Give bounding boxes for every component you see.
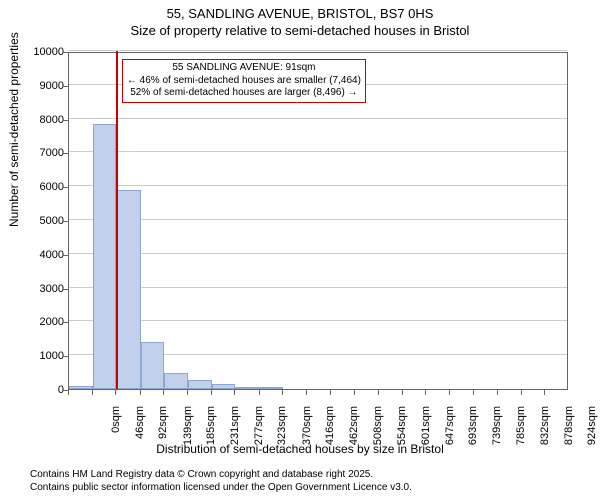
y-tick-label: 1000 (4, 350, 64, 362)
x-tick-mark (163, 390, 164, 395)
y-tick-label: 6000 (4, 181, 64, 193)
y-tick-label: 8000 (4, 114, 64, 126)
annotation-line-1: 55 SANDLING AVENUE: 91sqm (127, 62, 361, 75)
histogram-bar (116, 190, 140, 389)
gridline (69, 320, 567, 321)
x-tick-mark (115, 390, 116, 395)
histogram-bar (93, 124, 117, 389)
x-tick-mark (68, 390, 69, 395)
gridline (69, 253, 567, 254)
x-tick-mark (259, 390, 260, 395)
y-tick-mark (63, 52, 68, 53)
y-tick-label: 7000 (4, 147, 64, 159)
y-tick-mark (63, 322, 68, 323)
footer-line-2: Contains public sector information licen… (30, 481, 412, 494)
x-tick-mark (354, 390, 355, 395)
x-axis-label: Distribution of semi-detached houses by … (0, 442, 600, 456)
histogram-bar (69, 386, 93, 389)
x-tick-mark (544, 390, 545, 395)
y-tick-mark (63, 153, 68, 154)
x-tick-mark (306, 390, 307, 395)
x-tick-mark (140, 390, 141, 395)
x-tick-mark (330, 390, 331, 395)
gridline (69, 151, 567, 152)
y-tick-mark (63, 86, 68, 87)
x-tick-mark (473, 390, 474, 395)
histogram-bar (188, 380, 212, 389)
chart-title: 55, SANDLING AVENUE, BRISTOL, BS7 0HS Si… (0, 6, 600, 38)
histogram-bar (235, 387, 259, 389)
x-tick-mark (211, 390, 212, 395)
x-tick-mark (449, 390, 450, 395)
histogram-bar (164, 373, 188, 389)
footer-attribution: Contains HM Land Registry data © Crown c… (30, 468, 412, 494)
annotation-box: 55 SANDLING AVENUE: 91sqm ← 46% of semi-… (122, 59, 366, 103)
title-line-2: Size of property relative to semi-detach… (0, 23, 600, 38)
footer-line-1: Contains HM Land Registry data © Crown c… (30, 468, 412, 481)
y-tick-label: 3000 (4, 283, 64, 295)
annotation-line-3: 52% of semi-detached houses are larger (… (127, 87, 361, 100)
x-tick-mark (282, 390, 283, 395)
gridline (69, 287, 567, 288)
gridline (69, 219, 567, 220)
y-tick-mark (63, 120, 68, 121)
gridline (69, 50, 567, 51)
x-tick-mark (378, 390, 379, 395)
y-axis-label: Number of semi-detached properties (7, 32, 21, 227)
histogram-bar (212, 384, 236, 389)
x-tick-mark (187, 390, 188, 395)
gridline (69, 118, 567, 119)
y-tick-label: 5000 (4, 215, 64, 227)
histogram-bar (260, 387, 284, 389)
y-tick-mark (63, 255, 68, 256)
gridline (69, 185, 567, 186)
y-tick-mark (63, 221, 68, 222)
title-line-1: 55, SANDLING AVENUE, BRISTOL, BS7 0HS (0, 6, 600, 21)
x-tick-mark (497, 390, 498, 395)
x-tick-mark (425, 390, 426, 395)
y-tick-label: 0 (4, 384, 64, 396)
y-tick-mark (63, 187, 68, 188)
x-tick-mark (92, 390, 93, 395)
chart-container: 55, SANDLING AVENUE, BRISTOL, BS7 0HS Si… (0, 0, 600, 500)
y-tick-label: 9000 (4, 80, 64, 92)
x-tick-mark (402, 390, 403, 395)
annotation-line-2: ← 46% of semi-detached houses are smalle… (127, 75, 361, 88)
x-tick-mark (234, 390, 235, 395)
histogram-bar (141, 342, 165, 389)
y-tick-mark (63, 356, 68, 357)
plot-area: 55 SANDLING AVENUE: 91sqm ← 46% of semi-… (68, 52, 568, 390)
y-tick-label: 2000 (4, 316, 64, 328)
y-tick-label: 10000 (4, 46, 64, 58)
x-tick-mark (521, 390, 522, 395)
y-tick-mark (63, 289, 68, 290)
y-tick-label: 4000 (4, 249, 64, 261)
